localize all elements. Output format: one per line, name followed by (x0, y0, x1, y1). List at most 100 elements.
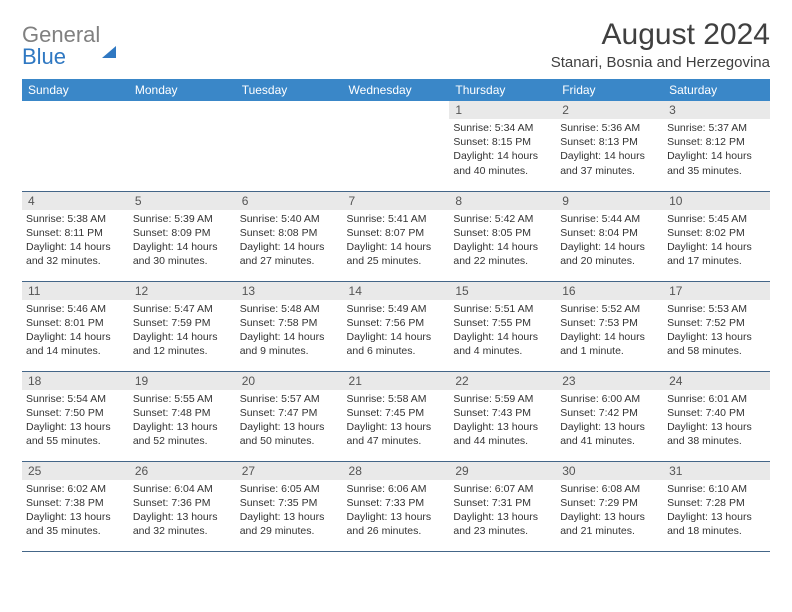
day-number: 31 (663, 462, 770, 480)
day-info: Sunrise: 6:00 AMSunset: 7:42 PMDaylight:… (556, 390, 663, 453)
calendar-cell: 22Sunrise: 5:59 AMSunset: 7:43 PMDayligh… (449, 371, 556, 461)
day-dl: Daylight: 14 hours and 12 minutes. (133, 330, 232, 358)
day-dl: Daylight: 13 hours and 21 minutes. (560, 510, 659, 538)
day-sr: Sunrise: 6:05 AM (240, 482, 339, 496)
day-number: 6 (236, 192, 343, 210)
day-sr: Sunrise: 5:46 AM (26, 302, 125, 316)
calendar-cell: 7Sunrise: 5:41 AMSunset: 8:07 PMDaylight… (343, 191, 450, 281)
day-info: Sunrise: 6:02 AMSunset: 7:38 PMDaylight:… (22, 480, 129, 543)
day-sr: Sunrise: 6:01 AM (667, 392, 766, 406)
calendar-cell (22, 101, 129, 191)
calendar-cell: 6Sunrise: 5:40 AMSunset: 8:08 PMDaylight… (236, 191, 343, 281)
day-dl: Daylight: 14 hours and 32 minutes. (26, 240, 125, 268)
day-number: 5 (129, 192, 236, 210)
day-number: 30 (556, 462, 663, 480)
day-dl: Daylight: 13 hours and 23 minutes. (453, 510, 552, 538)
calendar-cell: 27Sunrise: 6:05 AMSunset: 7:35 PMDayligh… (236, 461, 343, 551)
day-info: Sunrise: 6:10 AMSunset: 7:28 PMDaylight:… (663, 480, 770, 543)
calendar-cell: 31Sunrise: 6:10 AMSunset: 7:28 PMDayligh… (663, 461, 770, 551)
day-sr: Sunrise: 5:55 AM (133, 392, 232, 406)
day-ss: Sunset: 8:07 PM (347, 226, 446, 240)
calendar-cell (129, 101, 236, 191)
day-ss: Sunset: 7:56 PM (347, 316, 446, 330)
calendar-cell: 14Sunrise: 5:49 AMSunset: 7:56 PMDayligh… (343, 281, 450, 371)
day-ss: Sunset: 7:50 PM (26, 406, 125, 420)
day-info: Sunrise: 6:06 AMSunset: 7:33 PMDaylight:… (343, 480, 450, 543)
day-dl: Daylight: 13 hours and 35 minutes. (26, 510, 125, 538)
day-sr: Sunrise: 6:10 AM (667, 482, 766, 496)
day-info: Sunrise: 6:01 AMSunset: 7:40 PMDaylight:… (663, 390, 770, 453)
day-ss: Sunset: 7:53 PM (560, 316, 659, 330)
calendar-cell: 13Sunrise: 5:48 AMSunset: 7:58 PMDayligh… (236, 281, 343, 371)
day-number: 17 (663, 282, 770, 300)
day-dl: Daylight: 13 hours and 26 minutes. (347, 510, 446, 538)
day-dl: Daylight: 13 hours and 32 minutes. (133, 510, 232, 538)
day-number: 22 (449, 372, 556, 390)
day-info: Sunrise: 6:07 AMSunset: 7:31 PMDaylight:… (449, 480, 556, 543)
calendar-table: SundayMondayTuesdayWednesdayThursdayFrid… (22, 79, 770, 552)
day-ss: Sunset: 7:47 PM (240, 406, 339, 420)
day-ss: Sunset: 7:58 PM (240, 316, 339, 330)
day-sr: Sunrise: 6:00 AM (560, 392, 659, 406)
day-info: Sunrise: 5:47 AMSunset: 7:59 PMDaylight:… (129, 300, 236, 363)
day-info: Sunrise: 5:53 AMSunset: 7:52 PMDaylight:… (663, 300, 770, 363)
day-info: Sunrise: 5:51 AMSunset: 7:55 PMDaylight:… (449, 300, 556, 363)
day-number (343, 101, 450, 105)
day-number: 28 (343, 462, 450, 480)
day-dl: Daylight: 14 hours and 17 minutes. (667, 240, 766, 268)
day-number: 25 (22, 462, 129, 480)
day-info: Sunrise: 5:36 AMSunset: 8:13 PMDaylight:… (556, 119, 663, 182)
day-info: Sunrise: 5:49 AMSunset: 7:56 PMDaylight:… (343, 300, 450, 363)
day-sr: Sunrise: 5:52 AM (560, 302, 659, 316)
calendar-body: 1Sunrise: 5:34 AMSunset: 8:15 PMDaylight… (22, 101, 770, 551)
day-dl: Daylight: 13 hours and 58 minutes. (667, 330, 766, 358)
calendar-page: General Blue August 2024 Stanari, Bosnia… (0, 0, 792, 562)
day-number: 24 (663, 372, 770, 390)
day-dl: Daylight: 13 hours and 29 minutes. (240, 510, 339, 538)
day-dl: Daylight: 14 hours and 40 minutes. (453, 149, 552, 177)
day-sr: Sunrise: 5:48 AM (240, 302, 339, 316)
day-number: 1 (449, 101, 556, 119)
day-info: Sunrise: 5:45 AMSunset: 8:02 PMDaylight:… (663, 210, 770, 273)
weekday-header: Tuesday (236, 79, 343, 101)
day-info: Sunrise: 5:58 AMSunset: 7:45 PMDaylight:… (343, 390, 450, 453)
day-ss: Sunset: 8:11 PM (26, 226, 125, 240)
day-dl: Daylight: 13 hours and 38 minutes. (667, 420, 766, 448)
day-ss: Sunset: 7:29 PM (560, 496, 659, 510)
day-info: Sunrise: 5:34 AMSunset: 8:15 PMDaylight:… (449, 119, 556, 182)
day-sr: Sunrise: 6:07 AM (453, 482, 552, 496)
calendar-cell: 16Sunrise: 5:52 AMSunset: 7:53 PMDayligh… (556, 281, 663, 371)
calendar-cell: 29Sunrise: 6:07 AMSunset: 7:31 PMDayligh… (449, 461, 556, 551)
day-number: 13 (236, 282, 343, 300)
day-dl: Daylight: 13 hours and 47 minutes. (347, 420, 446, 448)
day-info: Sunrise: 6:08 AMSunset: 7:29 PMDaylight:… (556, 480, 663, 543)
day-dl: Daylight: 13 hours and 44 minutes. (453, 420, 552, 448)
calendar-cell: 19Sunrise: 5:55 AMSunset: 7:48 PMDayligh… (129, 371, 236, 461)
day-sr: Sunrise: 5:40 AM (240, 212, 339, 226)
calendar-cell: 5Sunrise: 5:39 AMSunset: 8:09 PMDaylight… (129, 191, 236, 281)
day-sr: Sunrise: 5:57 AM (240, 392, 339, 406)
day-dl: Daylight: 14 hours and 4 minutes. (453, 330, 552, 358)
calendar-cell: 1Sunrise: 5:34 AMSunset: 8:15 PMDaylight… (449, 101, 556, 191)
day-dl: Daylight: 13 hours and 41 minutes. (560, 420, 659, 448)
calendar-cell: 4Sunrise: 5:38 AMSunset: 8:11 PMDaylight… (22, 191, 129, 281)
calendar-cell: 2Sunrise: 5:36 AMSunset: 8:13 PMDaylight… (556, 101, 663, 191)
calendar-cell: 21Sunrise: 5:58 AMSunset: 7:45 PMDayligh… (343, 371, 450, 461)
day-number: 18 (22, 372, 129, 390)
day-ss: Sunset: 7:45 PM (347, 406, 446, 420)
day-dl: Daylight: 14 hours and 1 minute. (560, 330, 659, 358)
day-dl: Daylight: 13 hours and 50 minutes. (240, 420, 339, 448)
day-info: Sunrise: 5:59 AMSunset: 7:43 PMDaylight:… (449, 390, 556, 453)
day-dl: Daylight: 13 hours and 52 minutes. (133, 420, 232, 448)
day-number: 9 (556, 192, 663, 210)
weekday-header-row: SundayMondayTuesdayWednesdayThursdayFrid… (22, 79, 770, 101)
day-ss: Sunset: 8:05 PM (453, 226, 552, 240)
calendar-cell: 26Sunrise: 6:04 AMSunset: 7:36 PMDayligh… (129, 461, 236, 551)
calendar-cell: 30Sunrise: 6:08 AMSunset: 7:29 PMDayligh… (556, 461, 663, 551)
day-dl: Daylight: 14 hours and 30 minutes. (133, 240, 232, 268)
weekday-header: Friday (556, 79, 663, 101)
day-info: Sunrise: 5:57 AMSunset: 7:47 PMDaylight:… (236, 390, 343, 453)
day-sr: Sunrise: 5:51 AM (453, 302, 552, 316)
weekday-header: Thursday (449, 79, 556, 101)
day-sr: Sunrise: 5:41 AM (347, 212, 446, 226)
